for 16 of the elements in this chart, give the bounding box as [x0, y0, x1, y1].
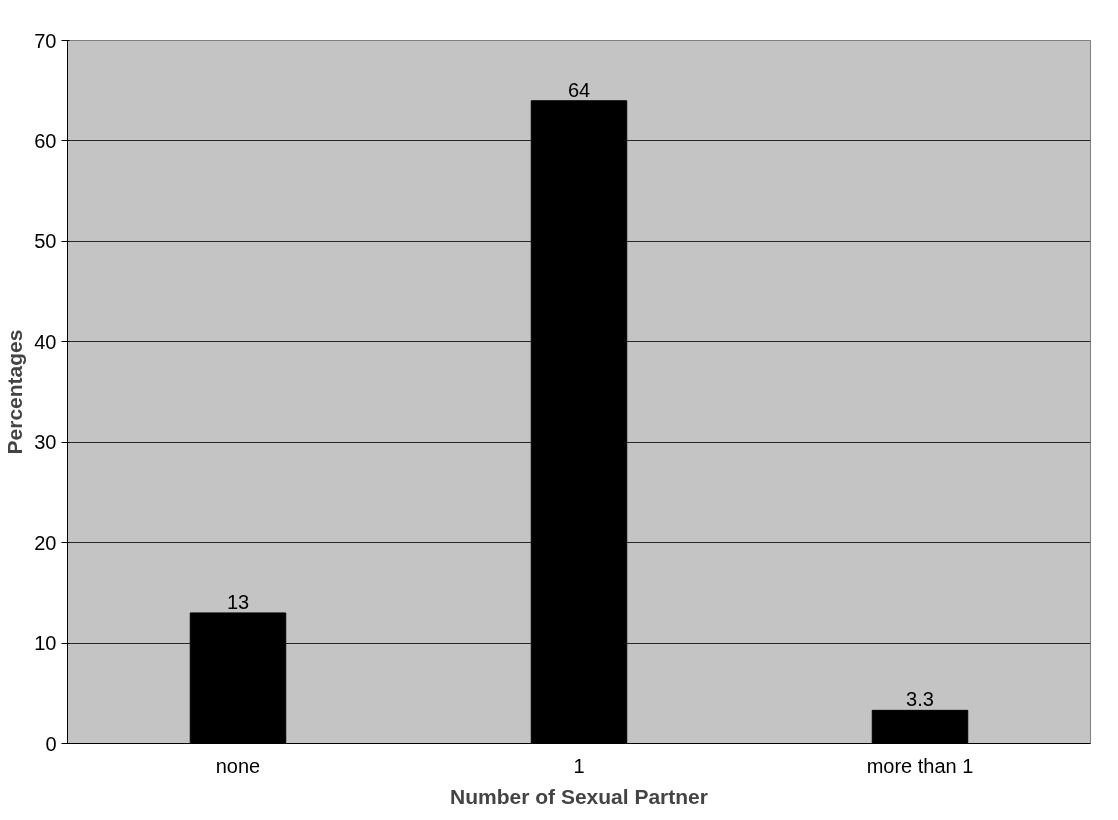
y-tick-label: 20 — [34, 531, 57, 554]
y-tick-label: 50 — [34, 230, 57, 253]
y-tick-label: 10 — [34, 632, 57, 655]
data-label: 3.3 — [906, 688, 934, 711]
data-label: 13 — [226, 590, 250, 613]
y-axis-title: Percentages — [3, 329, 27, 455]
y-tick-label: 60 — [34, 129, 57, 152]
x-axis-title: Number of Sexual Partner — [450, 784, 708, 808]
data-label: 64 — [567, 78, 591, 101]
y-tick-label: 30 — [34, 431, 57, 454]
x-tick-label: none — [215, 754, 261, 777]
y-tick-label: 0 — [45, 732, 57, 755]
y-tick-label: 40 — [34, 330, 57, 353]
x-tick-label: more than 1 — [866, 754, 974, 777]
y-tick-label: 70 — [34, 29, 57, 52]
x-tick-label: 1 — [573, 754, 585, 777]
